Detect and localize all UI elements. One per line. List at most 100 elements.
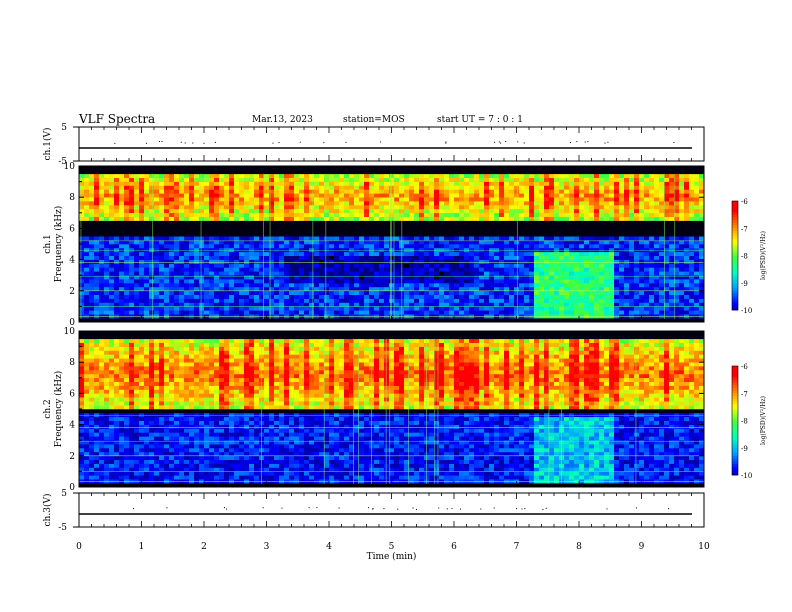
spec1-cell (629, 298, 635, 303)
spec1-cell (449, 205, 455, 210)
spec1-cell (319, 302, 325, 307)
spec1-cell (584, 181, 590, 186)
spec1-cell (469, 197, 475, 202)
spec1-cell (314, 193, 320, 198)
spec1-cell (204, 224, 210, 229)
spec1-cell (94, 259, 100, 264)
spec1-cell (279, 216, 285, 221)
spec1-cell (364, 224, 370, 229)
spec1-cell (549, 294, 555, 299)
spec1-cell (209, 244, 215, 249)
spec1-cell (209, 212, 215, 217)
spec1-cell (424, 318, 430, 323)
spec1-cell (334, 224, 340, 229)
spec1-cell (639, 224, 645, 229)
spec1-cell (174, 228, 180, 233)
spec1-cell (464, 275, 470, 280)
spec1-cell (349, 197, 355, 202)
spec1-cell (229, 271, 235, 276)
spec1-cell (469, 290, 475, 295)
spec1-cell (634, 177, 640, 182)
spec1-cell (104, 232, 110, 237)
spec1-cell (309, 232, 315, 237)
spec1-cell (319, 306, 325, 311)
spec1-cell (119, 286, 125, 292)
spec1-cell (534, 275, 540, 280)
spec1-cell (324, 236, 330, 241)
spec1-cell (114, 220, 120, 225)
spec1-cell (244, 271, 250, 276)
spec1-cell (224, 298, 230, 303)
spec1-cell (159, 251, 165, 256)
spec1-cell (694, 181, 700, 186)
spec1-cell (619, 283, 625, 288)
spec1-cell (349, 228, 355, 233)
spec1-cell (464, 228, 470, 233)
spec1-cell (429, 275, 435, 280)
spec1-cell (554, 205, 560, 210)
spec1-cell (364, 275, 370, 280)
spec1-cell (274, 205, 280, 210)
spec1-cell (299, 193, 305, 198)
spec1-cell (424, 271, 430, 276)
spec1-cell (409, 193, 415, 198)
spec1-cell (539, 255, 545, 260)
spec1-cell (689, 263, 695, 268)
spec1-cell (164, 259, 170, 264)
spec1-cell (269, 169, 275, 175)
spec1-cell (84, 236, 90, 241)
spec1-cell (524, 255, 530, 260)
spec1-cell (629, 181, 635, 186)
spec1-cell (414, 271, 420, 276)
spec1-cell (669, 271, 675, 276)
spec1-cell (444, 173, 450, 178)
spec1-cell (499, 166, 505, 171)
spec1-cell (309, 208, 315, 214)
spec1-cell (479, 279, 485, 284)
spec1-cell (129, 298, 135, 303)
spec1-cell (689, 216, 695, 221)
spec1-cell (524, 240, 530, 245)
spec1-cell (509, 177, 515, 182)
spec1-cell (174, 310, 180, 315)
spec1-cell (254, 224, 260, 229)
spec1-cell (264, 173, 270, 178)
spec1-cell (674, 185, 680, 190)
spec1-cell (529, 302, 535, 307)
spec1-cell (349, 286, 355, 292)
spec1-cell (604, 212, 610, 217)
spec1-cell (454, 271, 460, 276)
spec1-cell (404, 263, 410, 268)
spec1-cell (354, 279, 360, 284)
spec1-cell (104, 197, 110, 202)
spec1-cell (319, 255, 325, 260)
spec1-cell (104, 169, 110, 175)
spec1-cell (254, 267, 260, 272)
spec1-cell (99, 169, 105, 175)
spec1-cell (444, 169, 450, 175)
spec1-cell (264, 279, 270, 284)
spec1-cell (194, 212, 200, 217)
spec1-cell (309, 259, 315, 264)
spec1-cell (234, 310, 240, 315)
spec1-cell (124, 275, 130, 280)
spec1-cell (179, 279, 185, 284)
spec1-cell (104, 181, 110, 186)
spec1-cell (419, 298, 425, 303)
spec1-cell (214, 302, 220, 307)
spec1-cell (254, 244, 260, 249)
spec1-cell (364, 271, 370, 276)
spec1-cell (369, 275, 375, 280)
spec1-cell (644, 263, 650, 268)
spec1-cell (464, 201, 470, 206)
spec1-cell (639, 173, 645, 178)
spec1-cell (224, 177, 230, 182)
spec1-cell (209, 228, 215, 233)
spec1-cell (114, 185, 120, 190)
spec1-cell (239, 310, 245, 315)
spec1-cell (689, 173, 695, 178)
spec1-cell (644, 283, 650, 288)
spec1-cell (669, 236, 675, 241)
spec1-cell (219, 185, 225, 190)
spec1-cell (664, 251, 670, 256)
